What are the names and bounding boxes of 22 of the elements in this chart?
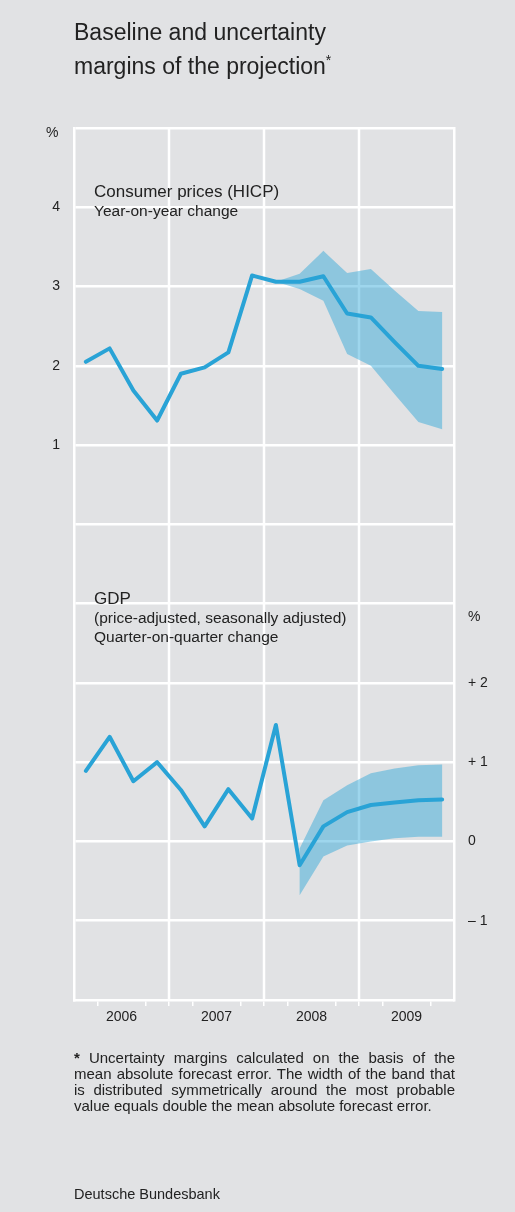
chart-title: Baseline and uncertainty margins of the projection$^{*}$	[74, 18, 333, 80]
y2-tick-label: + 2	[468, 673, 489, 690]
y2-tick-label: + 1	[468, 753, 489, 770]
annotation: Year-on-year change	[94, 202, 239, 220]
x-tick-label: 2007	[200, 1008, 233, 1025]
y-tick-label: 1	[52, 435, 61, 452]
annotation: Quarter-on-quarter change	[94, 627, 279, 645]
annotation: Consumer prices (HICP)	[94, 182, 280, 202]
x-tick-label: 2009	[390, 1008, 423, 1025]
x-tick-label: 2006	[105, 1008, 138, 1025]
text: * Uncertainty margins calculated on the basis of the mean absolute forecast error. The width of the band that is distributed symmetrically around the most probable value equals double the mean absolute forecast error.	[74, 1049, 455, 1114]
annotation: (price-adjusted, seasonally adjusted)	[94, 608, 347, 626]
y2-axis-title: %	[468, 607, 481, 624]
y-tick-label: 2	[52, 356, 61, 373]
y2-tick-label: 0	[468, 832, 476, 849]
y-axis-title: %	[46, 124, 59, 140]
y2-tick-label: – 1	[468, 911, 488, 928]
text: Deutsche Bundesbank	[74, 1186, 220, 1202]
x-tick-label: 2008	[295, 1008, 328, 1025]
y-tick-label: 3	[52, 277, 61, 294]
annotation: GDP	[94, 588, 131, 608]
y-tick-label: 4	[52, 198, 61, 215]
